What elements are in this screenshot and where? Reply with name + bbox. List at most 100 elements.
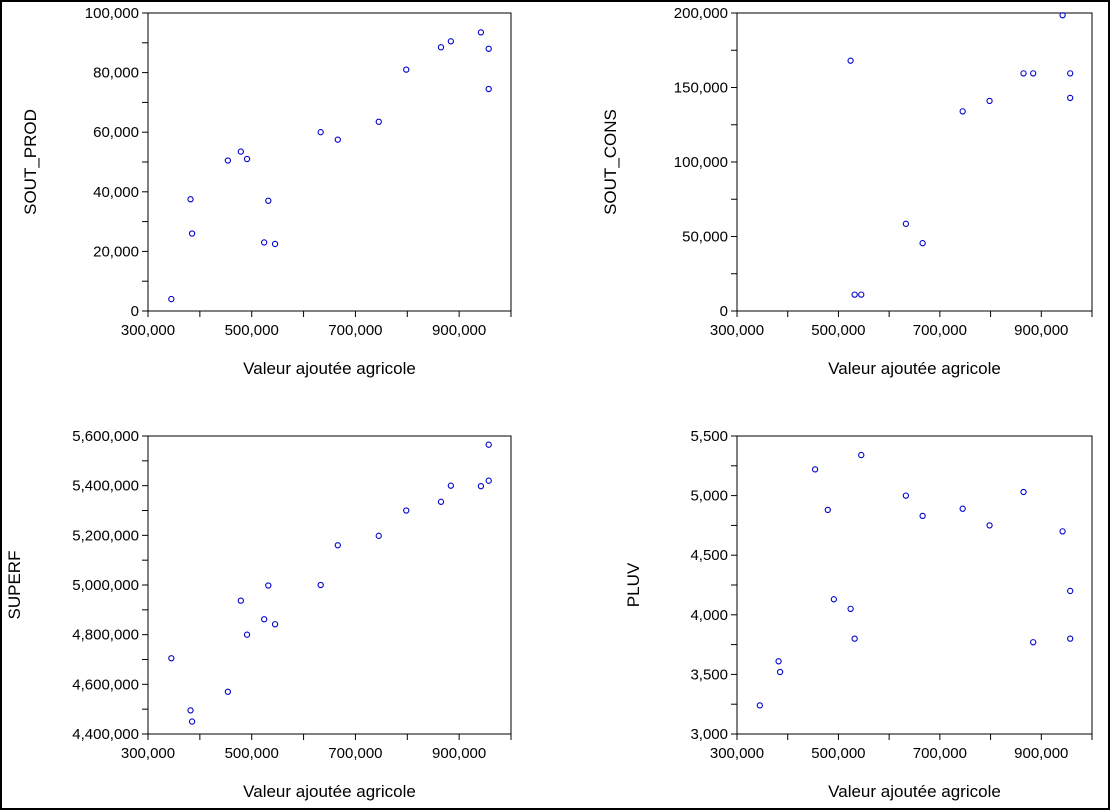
y-tick-label: 200,000	[674, 5, 728, 22]
data-point	[224, 688, 232, 695]
x-tick-label: 900,000	[432, 745, 486, 762]
data-point	[485, 477, 492, 484]
y-tick-label: 5,500	[690, 428, 728, 445]
data-point	[1059, 12, 1066, 19]
data-point	[187, 707, 194, 714]
data-point	[317, 581, 324, 589]
y-tick-label: 4,400,000	[72, 726, 139, 743]
data-point	[824, 506, 831, 514]
y-tick-label: 3,500	[690, 666, 728, 683]
y-tick-label: 5,200,000	[72, 527, 139, 544]
data-point	[485, 441, 492, 448]
data-point	[986, 522, 993, 529]
x-tick-label: 700,000	[328, 322, 382, 339]
y-tick-label: 5,000	[690, 488, 728, 505]
y-tick-label: 100,000	[674, 154, 728, 171]
data-point	[265, 197, 272, 204]
data-point	[403, 66, 410, 73]
data-point	[1059, 528, 1066, 535]
y-axis-title: SUPERF	[5, 551, 24, 620]
data-point	[188, 230, 196, 237]
y-tick-label: 100,000	[85, 5, 139, 22]
data-point	[775, 658, 782, 665]
scatter-panel-2: 300,000 500,000 700,000 900,000 0 50,000 100,0…	[601, 5, 1093, 378]
data-point	[271, 621, 279, 628]
x-axis-title: Valeur ajoutée agricole	[243, 359, 416, 378]
y-tick-label: 5,600,000	[72, 428, 139, 445]
y-axis-title: PLUV	[624, 562, 643, 607]
x-tick-label: 300,000	[710, 745, 764, 762]
data-point	[403, 507, 410, 514]
data-point	[168, 295, 175, 303]
data-point	[1020, 488, 1027, 496]
x-tick-label: 900,000	[1014, 745, 1068, 762]
scatter-panel-1: 300,000 500,000 700,000 900,000 0 20,000 40,00…	[21, 5, 512, 378]
data-point	[237, 148, 244, 155]
data-point	[237, 597, 244, 604]
data-point	[261, 616, 268, 623]
y-tick-label: 50,000	[682, 229, 728, 246]
data-point	[243, 631, 251, 638]
y-tick-label: 0	[131, 303, 139, 320]
data-point	[1030, 639, 1037, 646]
data-point	[447, 482, 454, 489]
x-tick-label: 500,000	[811, 322, 865, 339]
y-axis-title: SOUT_PROD	[21, 109, 40, 215]
data-point	[902, 220, 910, 227]
data-point	[437, 44, 445, 51]
x-tick-label: 500,000	[225, 745, 279, 762]
data-point	[261, 239, 268, 246]
y-tick-label: 4,800,000	[72, 627, 139, 644]
data-point	[168, 655, 175, 662]
y-tick-label: 0	[720, 303, 728, 320]
y-tick-label: 4,500	[690, 547, 728, 564]
data-point	[437, 498, 445, 505]
x-tick-label: 900,000	[432, 322, 486, 339]
data-point	[243, 155, 251, 163]
scatter-panel-3: 300,000 500,000 700,000 900,000 4,400,000 4,6…	[5, 428, 512, 801]
y-tick-label: 4,600,000	[72, 676, 139, 693]
data-point	[1067, 94, 1074, 102]
y-tick-label: 3,000	[690, 726, 728, 743]
data-point	[317, 129, 324, 136]
data-point	[485, 85, 492, 93]
data-point	[485, 45, 492, 52]
data-point	[1020, 70, 1027, 77]
data-point	[847, 57, 854, 64]
y-tick-label: 5,000,000	[72, 577, 139, 594]
y-tick-label: 80,000	[93, 65, 139, 82]
data-point	[986, 97, 993, 105]
y-tick-label: 4,000	[690, 607, 728, 624]
data-point	[902, 492, 910, 499]
data-point	[1030, 70, 1037, 77]
data-point	[447, 38, 454, 45]
x-tick-label: 700,000	[328, 745, 382, 762]
data-point	[811, 466, 819, 473]
x-tick-label: 700,000	[913, 745, 967, 762]
data-point	[334, 136, 341, 143]
x-axis-title: Valeur ajoutée agricole	[828, 782, 1001, 801]
data-point	[477, 483, 485, 490]
y-axis-title: SOUT_CONS	[601, 109, 620, 215]
x-tick-label: 300,000	[121, 322, 175, 339]
data-point	[375, 118, 382, 125]
data-point	[919, 512, 926, 520]
data-point	[334, 542, 341, 549]
y-tick-label: 40,000	[93, 184, 139, 201]
data-point	[830, 596, 838, 603]
x-axis-title: Valeur ajoutée agricole	[828, 359, 1001, 378]
scatter-panel-4: 300,000 500,000 700,000 900,000 3,000 3,500 4,…	[624, 428, 1093, 801]
data-point	[919, 240, 926, 247]
data-point	[959, 505, 966, 512]
x-tick-label: 500,000	[225, 322, 279, 339]
data-point	[959, 108, 966, 115]
data-point	[847, 605, 854, 612]
data-point	[756, 702, 763, 709]
x-tick-label: 900,000	[1014, 322, 1068, 339]
data-point	[776, 668, 784, 676]
data-point	[858, 291, 865, 298]
y-tick-label: 150,000	[674, 80, 728, 97]
x-tick-label: 500,000	[811, 745, 865, 762]
